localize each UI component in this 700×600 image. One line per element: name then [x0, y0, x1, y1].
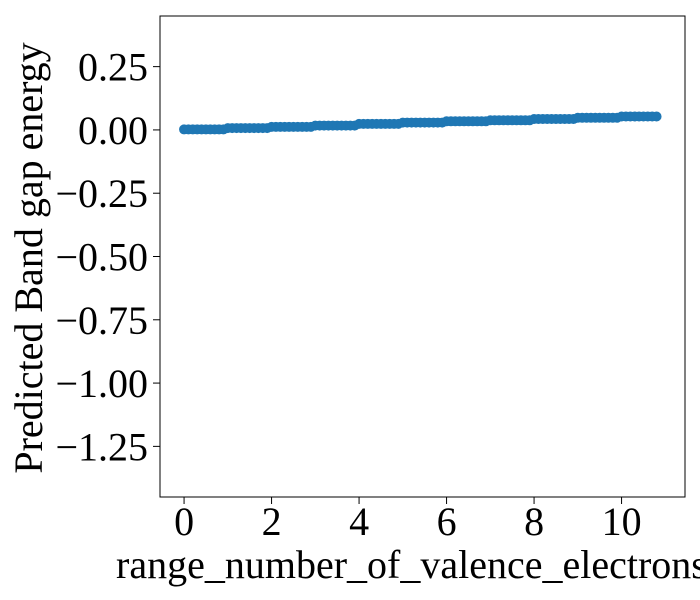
y-tick-label: −0.75	[55, 298, 148, 343]
data-point	[651, 111, 662, 122]
y-tick-label: 0.25	[78, 45, 148, 90]
y-tick-label: −0.50	[55, 235, 148, 280]
plot-frame	[159, 15, 686, 498]
y-axis-ticks: 0.25 0.00 −0.25 −0.50 −0.75 −1.00 −1.25	[55, 45, 160, 469]
x-tick-label: 0	[174, 499, 194, 544]
y-tick-label: −0.25	[55, 171, 148, 216]
y-axis-label: Predicted Band gap energy	[6, 42, 51, 473]
x-axis-ticks: 0 2 4 6 8 10	[174, 497, 642, 544]
data-points	[179, 111, 662, 135]
y-tick-label: −1.00	[55, 361, 148, 406]
y-tick-label: −1.25	[55, 424, 148, 469]
x-tick-label: 6	[437, 499, 457, 544]
x-axis-label: range_number_of_valence_electrons	[116, 542, 700, 587]
y-tick-label: 0.00	[78, 108, 148, 153]
x-tick-label: 2	[262, 499, 282, 544]
x-tick-label: 10	[602, 499, 642, 544]
x-tick-label: 8	[524, 499, 544, 544]
x-tick-label: 4	[349, 499, 369, 544]
